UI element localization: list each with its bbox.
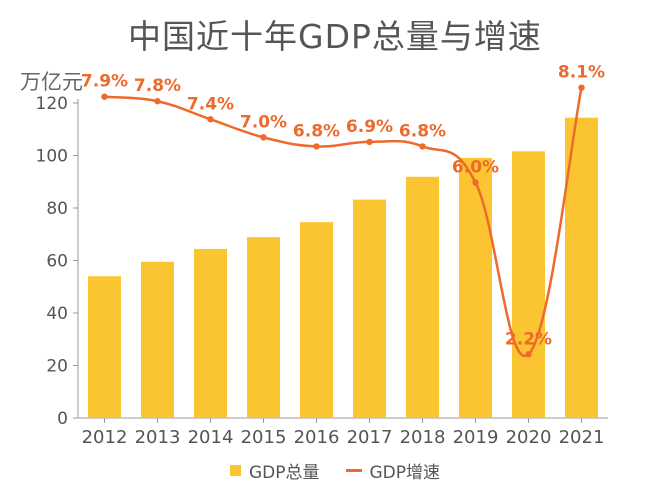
growth-point-2012 <box>101 93 108 100</box>
bar-2015 <box>247 237 280 418</box>
chart-legend: GDP总量 GDP增速 <box>0 458 670 483</box>
growth-data-label-2020: 2.2% <box>505 329 552 349</box>
bar-2017 <box>353 199 386 418</box>
y-tick-label: 60 <box>46 252 68 272</box>
bar-2013 <box>141 261 174 418</box>
growth-data-label-2021: 8.1% <box>558 63 605 83</box>
growth-data-label-2012: 7.9% <box>81 72 128 92</box>
growth-point-2019 <box>472 179 479 186</box>
growth-line <box>104 87 583 358</box>
growth-data-label-2014: 7.4% <box>187 94 234 114</box>
growth-point-2016 <box>313 143 320 150</box>
x-tick-label: 2017 <box>347 427 393 448</box>
x-tick-label: 2021 <box>559 427 605 448</box>
bar-2012 <box>88 276 121 418</box>
x-tick-label: 2014 <box>188 427 234 448</box>
x-tick-label: 2020 <box>506 427 552 448</box>
y-tick-label: 80 <box>46 199 68 219</box>
legend-label-gdp-total: GDP总量 <box>248 463 320 483</box>
bar-2016 <box>300 222 333 418</box>
chart-title: 中国近十年GDP总量与增速 <box>128 17 542 56</box>
bar-2020 <box>512 151 545 419</box>
legend-label-gdp-growth: GDP增速 <box>369 463 441 483</box>
y-tick-label: 20 <box>46 357 68 377</box>
legend-line-swatch <box>345 469 362 472</box>
growth-data-label-2013: 7.8% <box>134 76 181 96</box>
x-tick-label: 2016 <box>294 427 340 448</box>
growth-point-2017 <box>366 138 373 146</box>
growth-data-label-2019: 6.0% <box>452 158 499 178</box>
x-tick-label: 2013 <box>135 427 181 448</box>
bar-2014 <box>194 248 227 418</box>
growth-data-label-2015: 7.0% <box>240 112 287 132</box>
y-axis-unit-label: 万亿元 <box>20 70 83 94</box>
growth-data-label-2016: 6.8% <box>293 121 340 141</box>
y-tick-label: 100 <box>36 147 68 167</box>
y-tick-label: 40 <box>46 304 68 324</box>
x-tick-label: 2012 <box>82 427 128 448</box>
bar-2019 <box>459 157 492 419</box>
legend-entry-gdp-growth: GDP增速 <box>345 458 441 483</box>
growth-data-label-2018: 6.8% <box>399 121 446 141</box>
growth-point-2021 <box>578 84 585 91</box>
legend-bar-swatch <box>229 465 241 476</box>
y-tick-label: 0 <box>57 409 68 429</box>
x-tick-label: 2018 <box>400 427 446 448</box>
growth-data-label-2017: 6.9% <box>346 117 393 137</box>
growth-point-2013 <box>154 98 161 105</box>
y-tick-label: 120 <box>36 94 68 114</box>
growth-point-2015 <box>260 134 267 141</box>
x-tick-label: 2015 <box>241 427 287 448</box>
bar-2018 <box>406 176 439 418</box>
growth-point-2014 <box>207 116 214 123</box>
growth-point-2020 <box>525 351 532 358</box>
growth-point-2018 <box>419 143 426 150</box>
legend-entry-gdp-total: GDP总量 <box>229 458 320 483</box>
x-tick-label: 2019 <box>453 427 499 448</box>
bar-2021 <box>565 117 598 418</box>
